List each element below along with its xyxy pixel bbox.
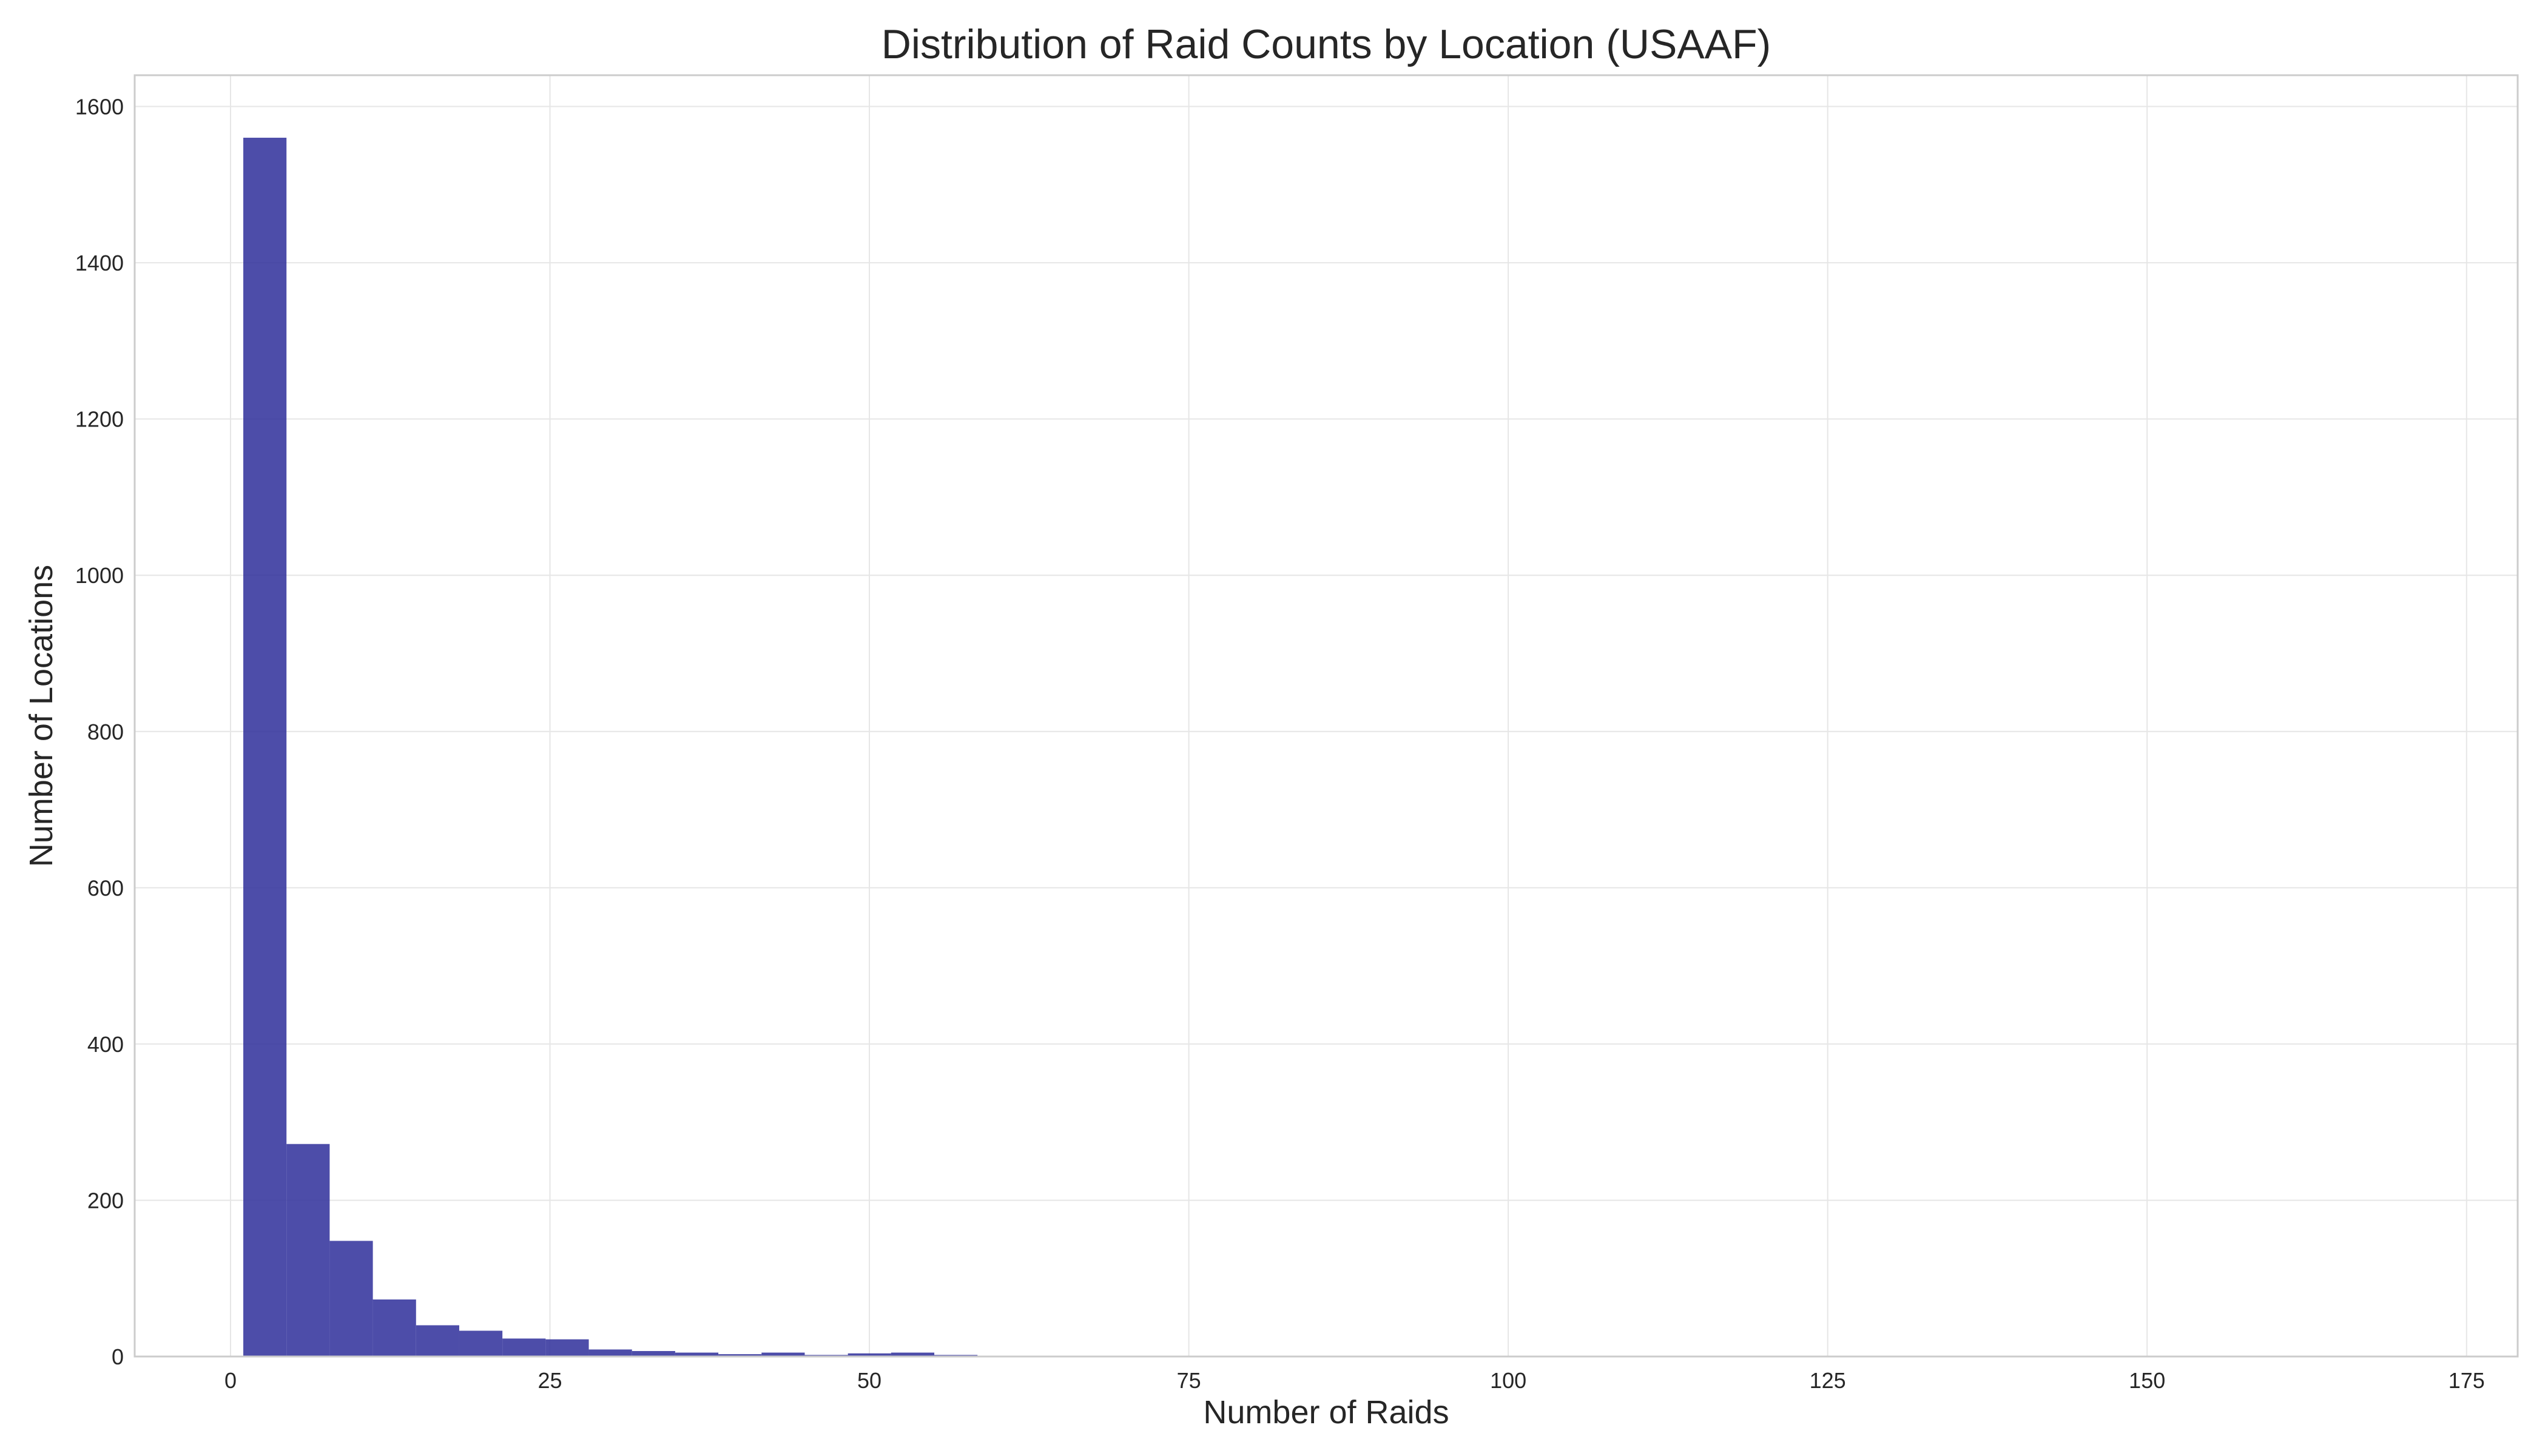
x-tick-label: 175 <box>2449 1368 2485 1393</box>
x-tick-label: 100 <box>1490 1368 1526 1393</box>
y-tick-label: 0 <box>112 1344 124 1369</box>
histogram-bar <box>632 1350 675 1357</box>
histogram-bar <box>372 1299 416 1357</box>
histogram-bar <box>891 1352 935 1357</box>
x-axis-label: Number of Raids <box>1203 1394 1449 1431</box>
y-tick-labels: 0 200 400 600 800 1000 1200 1400 1600 <box>75 95 124 1369</box>
histogram-bars <box>243 138 1843 1357</box>
histogram-bar <box>545 1339 589 1357</box>
histogram-bar <box>502 1338 546 1357</box>
histogram-bar <box>243 138 287 1357</box>
y-tick-label: 800 <box>87 720 124 744</box>
x-tick-labels: 0 25 50 75 100 125 150 175 <box>224 1368 2485 1393</box>
grid-lines <box>135 75 2518 1357</box>
x-tick-label: 125 <box>1810 1368 1846 1393</box>
histogram-bar <box>675 1352 719 1357</box>
histogram-bar <box>718 1354 762 1357</box>
histogram-bar <box>329 1241 373 1357</box>
y-tick-label: 400 <box>87 1032 124 1057</box>
histogram-bar <box>459 1330 503 1357</box>
y-tick-label: 1000 <box>75 563 124 588</box>
histogram-bar <box>848 1353 891 1357</box>
y-axis-label: Number of Locations <box>23 565 59 867</box>
y-tick-label: 1600 <box>75 95 124 120</box>
x-tick-label: 25 <box>538 1368 562 1393</box>
y-tick-label: 600 <box>87 875 124 900</box>
x-tick-label: 75 <box>1177 1368 1201 1393</box>
histogram-bar <box>416 1325 459 1357</box>
x-tick-label: 0 <box>224 1368 237 1393</box>
y-tick-label: 1400 <box>75 251 124 275</box>
y-tick-label: 200 <box>87 1188 124 1213</box>
histogram-bar <box>286 1144 330 1357</box>
x-tick-label: 150 <box>2129 1368 2165 1393</box>
plot-frame <box>133 74 2519 1358</box>
y-tick-label: 1200 <box>75 407 124 432</box>
chart-title: Distribution of Raid Counts by Location … <box>881 21 1771 67</box>
histogram-bar <box>588 1349 632 1357</box>
histogram-bar <box>761 1352 805 1357</box>
x-tick-label: 50 <box>857 1368 881 1393</box>
